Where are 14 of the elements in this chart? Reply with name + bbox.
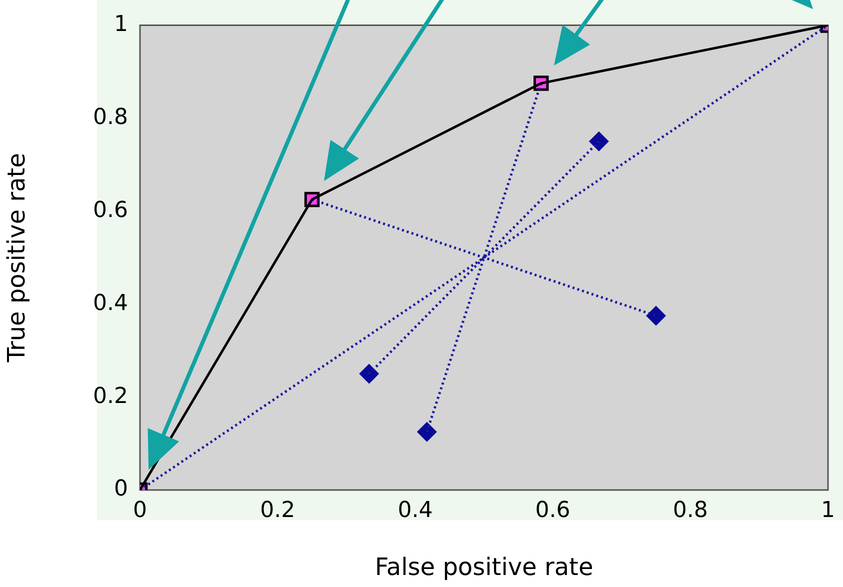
- y-tick-label: 0.2: [93, 384, 128, 409]
- y-tick-label: 1: [114, 12, 128, 37]
- x-tick-label: 0.6: [535, 498, 570, 523]
- x-tick-label: 1: [821, 498, 835, 523]
- y-tick-label: 0: [114, 476, 128, 502]
- x-tick-label: 0.4: [398, 498, 433, 523]
- y-tick-label: 0.8: [93, 104, 128, 130]
- x-tick-label: 0: [133, 498, 147, 523]
- x-tick-label: 0.8: [672, 498, 708, 523]
- x-axis-title: False positive rate: [374, 552, 594, 581]
- y-tick-label: 0.4: [93, 290, 128, 316]
- y-tick-label: 0.6: [93, 198, 128, 223]
- y-axis-title: True positive rate: [2, 153, 31, 364]
- x-tick-label: 0.2: [260, 498, 296, 523]
